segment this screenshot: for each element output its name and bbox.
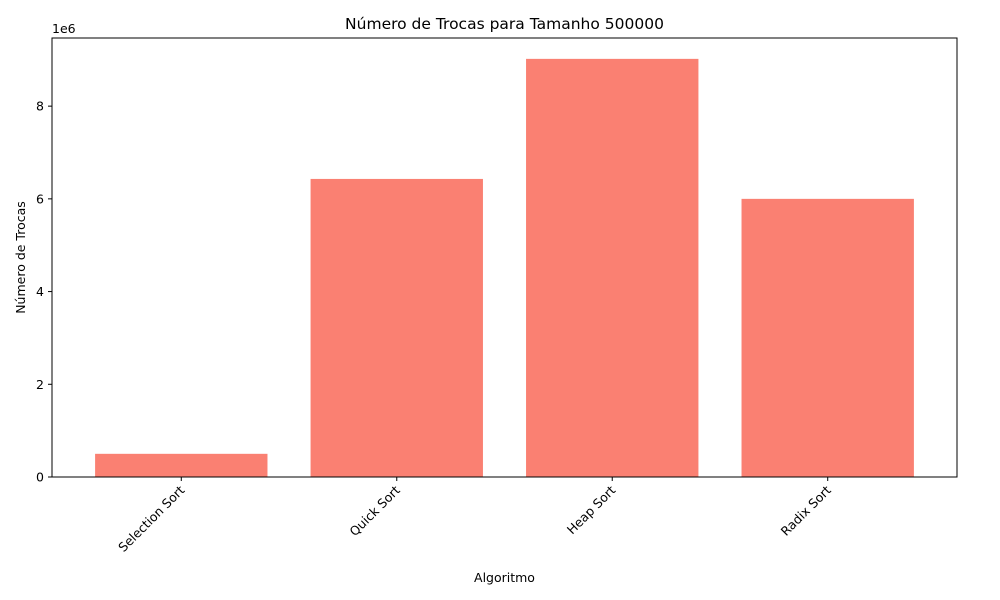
bar-quick-sort — [310, 178, 483, 477]
plot-area-frame — [51, 37, 958, 478]
x-tick-label: Quick Sort — [346, 482, 403, 539]
bar-selection-sort — [95, 453, 268, 477]
y-axis-offset-label: 1e6 — [52, 21, 76, 36]
y-tick-label: 4 — [36, 284, 44, 299]
x-axis-label: Algoritmo — [474, 570, 535, 585]
bar-heap-sort — [526, 58, 699, 478]
y-tick-label: 2 — [36, 377, 44, 392]
y-axis-label: Número de Trocas — [13, 201, 28, 314]
x-axis-ticks: Selection Sort Quick Sort Heap Sort Radix S… — [115, 477, 834, 555]
x-tick-label: Selection Sort — [115, 482, 187, 554]
x-tick-label: Heap Sort — [564, 482, 619, 537]
bars-group — [95, 58, 914, 478]
y-tick-label: 6 — [36, 191, 44, 206]
chart-title: Número de Trocas para Tamanho 500000 — [345, 15, 664, 33]
y-axis-ticks: 0 2 4 6 8 — [36, 99, 52, 485]
y-tick-label: 8 — [36, 99, 44, 114]
y-tick-label: 0 — [36, 470, 44, 485]
bar-radix-sort — [741, 198, 914, 477]
x-tick-label: Radix Sort — [778, 482, 834, 538]
